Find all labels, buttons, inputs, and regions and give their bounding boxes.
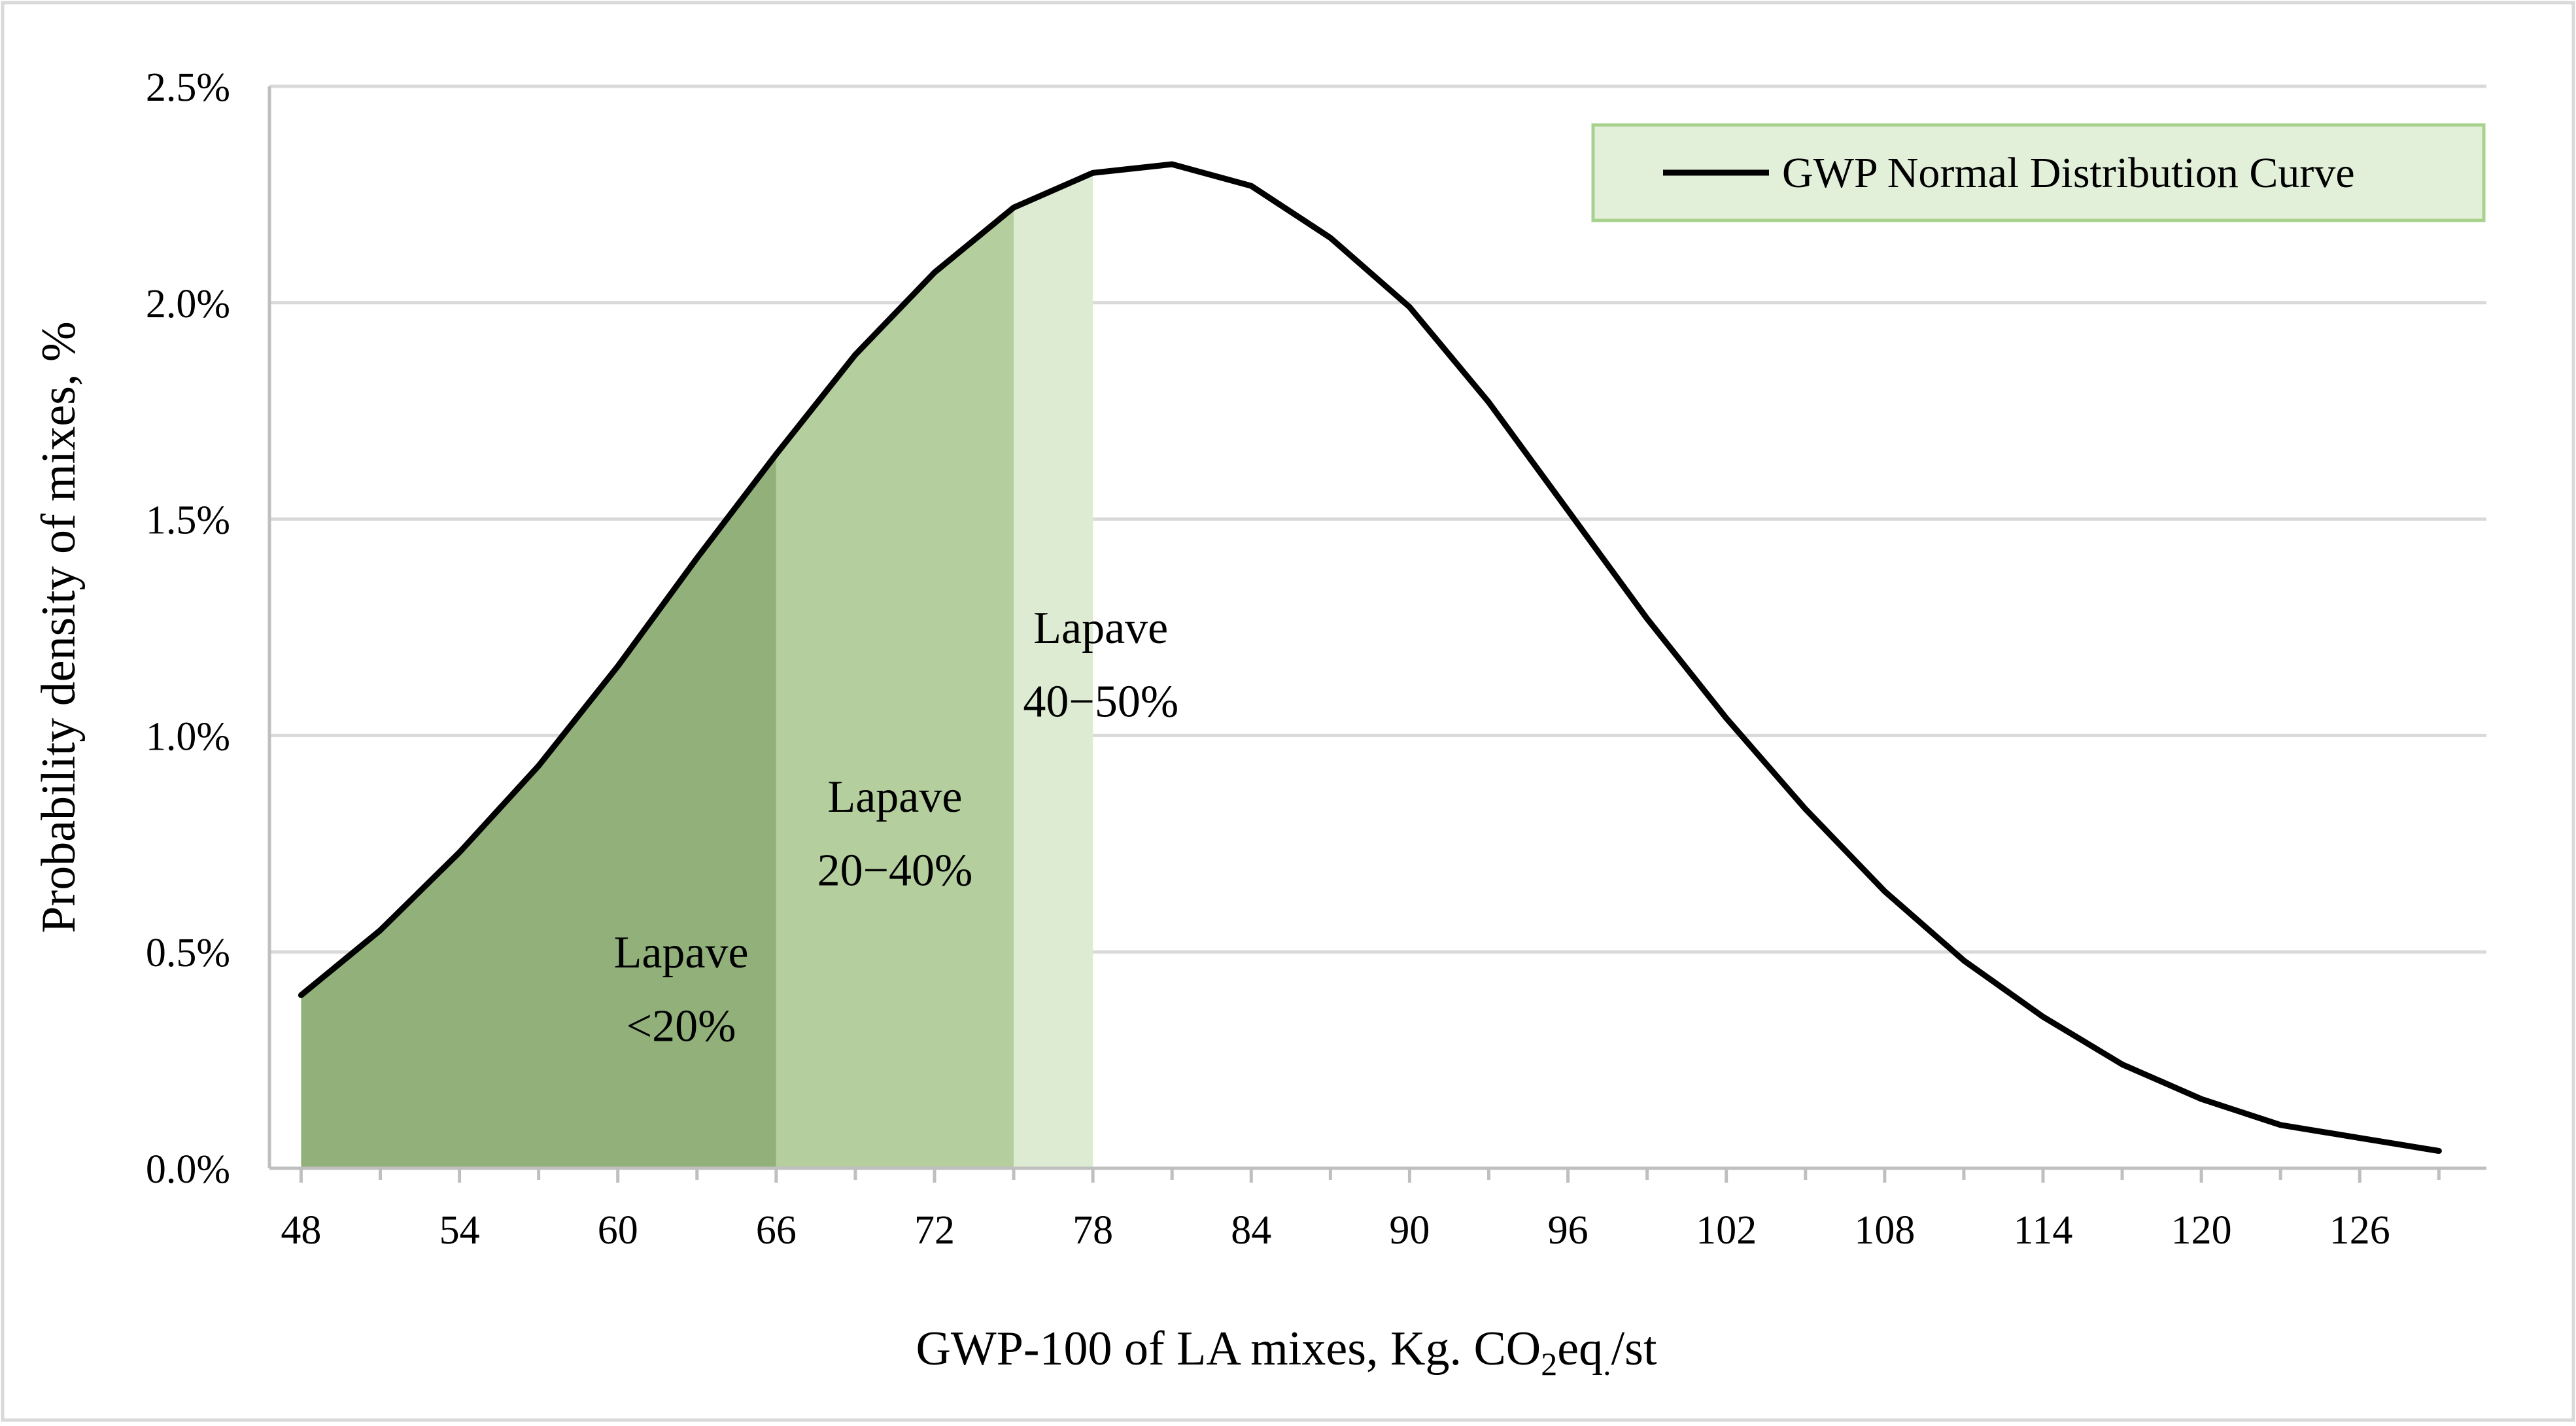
x-tick-label: 126 (2329, 1208, 2390, 1253)
y-tick-label: 1.0% (146, 714, 230, 759)
region-labels: Lapave <20% Lapave 20−40% Lapave 40−50% (614, 603, 1179, 1052)
x-tick-label: 114 (2014, 1208, 2073, 1253)
x-tick-label: 96 (1548, 1208, 1589, 1253)
x-tick-label: 48 (281, 1208, 321, 1253)
region-label: Lapave (827, 772, 962, 822)
region-label: Lapave (614, 928, 749, 978)
region-label: 20−40% (817, 845, 973, 896)
legend-label: GWP Normal Distribution Curve (1782, 149, 2355, 197)
x-tick-label: 90 (1389, 1208, 1430, 1253)
x-axis-title-end: /st (1611, 1322, 1657, 1376)
x-axis-title-rest: eq (1557, 1322, 1603, 1376)
region-label: 40−50% (1023, 676, 1178, 727)
x-tick-label: 84 (1231, 1208, 1271, 1253)
x-axis-title: GWP-100 of LA mixes, Kg. CO2eq./st (916, 1322, 1657, 1382)
x-tick-label: 108 (1854, 1208, 1915, 1253)
region-1 (301, 454, 776, 1168)
x-tick-label: 72 (914, 1208, 955, 1253)
x-tick-label: 54 (439, 1208, 480, 1253)
series-line-gwp-normal-distribution (298, 161, 2442, 1154)
region-3 (1014, 173, 1093, 1168)
region-2 (776, 207, 1014, 1168)
x-tick-label: 78 (1073, 1208, 1113, 1253)
y-tick-label: 2.5% (146, 65, 230, 110)
series-line-layer (298, 161, 2442, 1154)
y-axis-title: Probability density of mixes, % (32, 321, 86, 933)
x-tick-label: 120 (2171, 1208, 2232, 1253)
shaded-regions (301, 173, 1093, 1168)
y-tick-label: 1.5% (146, 498, 230, 543)
x-axis-title-subscript: 2 (1541, 1346, 1557, 1382)
region-label: <20% (627, 1001, 736, 1052)
x-tick-label: 102 (1696, 1208, 1757, 1253)
x-axis-title-subdot: . (1603, 1346, 1611, 1382)
axes: 48 54 60 66 72 78 84 90 96 102 108 114 120 126 0.0% 0.5… (146, 65, 2486, 1253)
region-label: Lapave (1033, 603, 1168, 653)
y-tick-label: 2.0% (146, 282, 230, 326)
legend: GWP Normal Distribution Curve (1591, 123, 2486, 222)
x-axis-title-main: GWP-100 of LA mixes, Kg. CO (916, 1322, 1541, 1376)
y-tick-label: 0.0% (146, 1147, 230, 1192)
x-tick-label: 66 (756, 1208, 797, 1253)
x-tick-label: 60 (598, 1208, 638, 1253)
y-tick-label: 0.5% (146, 931, 230, 975)
